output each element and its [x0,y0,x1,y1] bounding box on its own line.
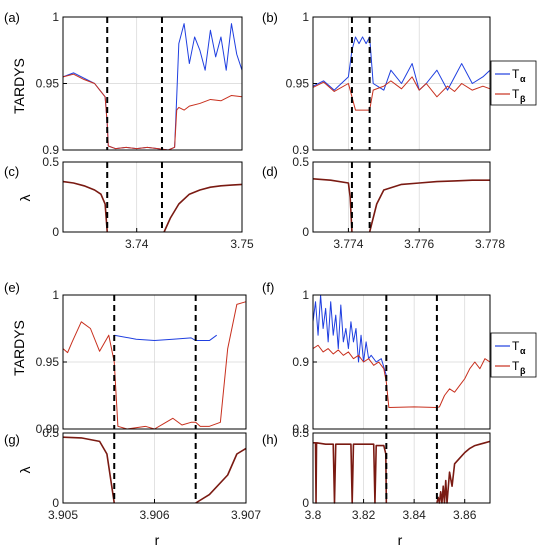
ytick-label-g-0: 0 [52,496,59,510]
xtick-label-g-2: 3.907 [231,508,261,522]
xtick-label-g-0: 3.905 [48,508,78,522]
xtick-label-d-0: 3.774 [333,237,363,251]
ytick-label-h-0: 0 [302,496,309,510]
panel-f: 0.8 0.9 1 [292,288,491,436]
xtick-label-h-1: 3.82 [352,508,376,522]
ytick-label-e-2: 1 [52,288,59,302]
panel-label-f: (f) [262,280,274,295]
ytick-label-b-0: 0.9 [292,143,309,157]
ytick-label-f-0: 0.8 [292,422,309,436]
xtick-label-d-1: 3.776 [404,237,434,251]
axes-frame-c [62,161,243,233]
panel-c: 0 0.5 3.74 3.75 [42,155,254,251]
legend-top-alpha-label: T [512,67,520,81]
xtick-label-h-2: 3.84 [402,508,426,522]
xtick-label-g-1: 3.906 [139,508,169,522]
legend-bottom-beta-sub: β [520,366,526,376]
ytick-label-c-0: 0 [52,225,59,239]
series-beta-f-1 [312,344,491,409]
series-lambda-h-0 [313,441,388,504]
legend-bottom-beta-label: T [512,359,520,373]
series-alpha-b-0 [312,36,491,91]
legend-bottom-alpha-label: T [512,339,520,353]
panel-b: 0.9 0.95 1 [286,10,491,157]
ytick-label-e-0: 0.90 [36,422,60,436]
legend-bottom-alpha-sub: α [520,346,526,356]
panel-a: 0.9 0.95 1 [36,10,243,157]
ytick-label-b-1: 0.95 [286,77,310,91]
ytick-label-a-1: 0.95 [36,77,60,91]
series-lambda-c-0 [62,180,109,233]
legend-top: T α T β [490,60,537,106]
legend-bottom-box [490,332,537,378]
plot-area-c [63,162,242,232]
plot-area-d [313,162,490,232]
panel-label-c: (c) [4,164,19,179]
xtick-label-c-1: 3.75 [230,237,254,251]
ylabel-lambda-top: λ [17,195,33,202]
panel-g: 0 0.5 3.905 3.906 3.907 [42,426,261,522]
xtick-label-c-0: 3.74 [125,237,149,251]
panel-label-h: (h) [262,432,278,447]
xtick-label-h-0: 3.8 [305,508,322,522]
legend-top-beta-sub: β [520,94,526,104]
legend-bottom: T α T β [490,332,537,378]
series-beta-b-1 [312,76,491,111]
panel-h: 0 0.5 3.8 3.82 3.84 3.86 [292,426,491,522]
panel-label-a: (a) [4,10,20,25]
panel-e: 0.90 0.95 1 [36,288,247,436]
legend-top-alpha-sub: α [520,74,526,84]
panel-label-d: (d) [262,164,278,179]
panel-label-g: (g) [4,432,20,447]
ytick-label-g-1: 0.5 [42,426,59,440]
xlabel-right: r [398,532,403,548]
series-lambda-g-1 [195,447,247,504]
ytick-label-e-1: 0.95 [36,355,60,369]
ylabel-tardys-bottom: TARDYS [11,320,27,376]
series-alpha-e-0 [114,334,218,342]
ytick-label-h-1: 0.5 [292,426,309,440]
series-alpha-f-0 [312,294,387,376]
ytick-label-c-1: 0.5 [42,155,59,169]
series-lambda-g-0 [62,436,116,504]
ytick-label-a-2: 1 [52,10,59,24]
series-beta-a-1 [62,73,243,151]
axes-frame-d [312,161,491,233]
axes-frame-h [312,432,491,504]
ylabel-lambda-bottom: λ [17,467,33,474]
series-lambda-d-0 [312,178,353,233]
legend-top-box [490,60,537,106]
xtick-label-h-3: 3.86 [453,508,477,522]
panel-label-b: (b) [262,10,278,25]
xtick-label-d-2: 3.778 [475,237,505,251]
ytick-label-d-1: 0.5 [292,155,309,169]
ytick-label-a-0: 0.9 [42,143,59,157]
panels-layer: 0.9 0.95 1 0.9 0.95 1 0 0.5 3.74 3.75 0 0.5 3.774 3.7… [36,10,506,522]
series-lambda-h-1 [436,440,491,504]
xlabel-left: r [155,532,160,548]
ylabel-tardys-top: TARDYS [11,58,27,114]
series-lambda-c-1 [163,183,243,233]
ytick-label-f-1: 0.9 [292,355,309,369]
panel-d: 0 0.5 3.774 3.776 3.778 [292,155,505,251]
ytick-label-b-2: 1 [302,10,309,24]
panel-label-e: (e) [4,280,20,295]
ytick-label-d-0: 0 [302,225,309,239]
series-lambda-d-1 [368,179,490,233]
ytick-label-f-2: 1 [302,288,309,302]
legend-top-beta-label: T [512,87,520,101]
